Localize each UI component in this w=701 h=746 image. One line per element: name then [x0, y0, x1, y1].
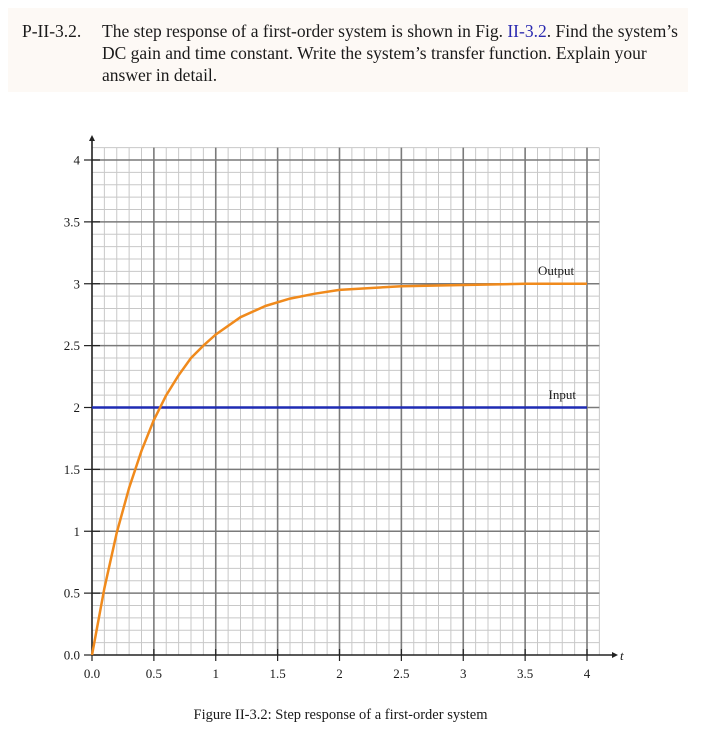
- x-tick-label: 3: [460, 666, 467, 681]
- x-tick-label: 1: [213, 666, 220, 681]
- minor-grid: [92, 147, 600, 655]
- y-tick-label: 3.5: [64, 214, 80, 229]
- x-axis-label: t: [620, 648, 624, 663]
- major-grid: [92, 147, 600, 655]
- input-series-label: Input: [549, 387, 577, 402]
- output-series-line: [90, 282, 587, 656]
- y-tick-label: 0.0: [64, 648, 80, 663]
- axes: [89, 135, 618, 658]
- figure-reference-link[interactable]: II-3.2: [507, 21, 547, 41]
- x-tick-label: 0.5: [146, 666, 162, 681]
- y-tick-label: 1: [74, 524, 81, 539]
- tick-labels: 0.0 0.5 1 1.5 2 2.5 3 3.5 4 0.0 0.5 1 1.5 2 2.5 3 3.5 4: [64, 153, 591, 682]
- x-axis-arrow-icon: [612, 652, 618, 658]
- problem-statement-box: P-II-3.2. The step response of a first-o…: [8, 8, 688, 92]
- figure-caption: Figure II-3.2: Step response of a first-…: [0, 707, 701, 724]
- y-tick-label: 3: [74, 276, 81, 291]
- x-tick-label: 1.5: [270, 666, 286, 681]
- x-tick-label: 3.5: [517, 666, 533, 681]
- x-tick-label: 2.5: [393, 666, 409, 681]
- x-tick-label: 4: [584, 666, 591, 681]
- problem-number: P-II-3.2.: [22, 21, 82, 41]
- y-axis-arrow-icon: [89, 135, 95, 141]
- y-tick-label: 0.5: [64, 586, 80, 601]
- x-tick-label: 2: [336, 666, 343, 681]
- y-tick-label: 4: [74, 153, 81, 168]
- y-tick-label: 1.5: [64, 462, 80, 477]
- problem-body: The step response of a first-order syste…: [102, 20, 692, 86]
- figure-caption-text: Figure II-3.2: Step response of a first-…: [193, 707, 488, 723]
- y-tick-label: 2.5: [64, 338, 80, 353]
- y-tick-label: 2: [74, 400, 81, 415]
- problem-text-end: . Find the system’s DC gain and time con…: [102, 21, 678, 85]
- x-tick-label: 0.0: [84, 666, 100, 681]
- output-series-label: Output: [538, 263, 575, 278]
- problem-text-start: The step response of a first-order syste…: [102, 21, 503, 41]
